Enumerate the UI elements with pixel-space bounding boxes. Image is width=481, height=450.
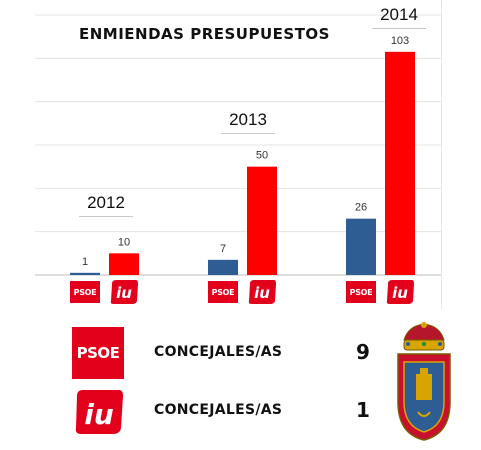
year-underline-2012 <box>79 216 133 217</box>
chart-title: ENMIENDAS PRESUPUESTOS <box>79 25 330 43</box>
iu-logo-text: iu <box>84 398 114 431</box>
iu-logo: iu <box>75 390 123 434</box>
bar-iu-2013 <box>247 166 277 275</box>
psoe-small-logo: PSOE <box>208 281 238 303</box>
psoe-logo: PSOE <box>72 327 124 379</box>
grid-layer <box>35 14 441 276</box>
iu-small-logo: iu <box>248 280 276 304</box>
data-label-iu-2013: 50 <box>256 150 268 162</box>
bar-iu-2014 <box>385 51 415 276</box>
year-label-2012: 2012 <box>87 193 125 212</box>
data-label-psoe-2013: 7 <box>220 243 226 255</box>
svg-text:iu: iu <box>254 284 270 302</box>
bar-layer <box>70 51 415 276</box>
svg-text:iu: iu <box>116 284 132 302</box>
year-label-2014: 2014 <box>380 5 418 24</box>
chart-svg: 1 10 7 50 26 103 <box>35 14 441 276</box>
year-underline-2013 <box>221 133 275 134</box>
bar-iu-2012 <box>109 253 139 275</box>
psoe-small-logo: PSOE <box>70 281 100 303</box>
bar-psoe-2012 <box>70 272 100 275</box>
councillors-label-iu: CONCEJALES/AS <box>154 402 283 418</box>
coat-of-arms-icon <box>397 322 451 441</box>
iu-small-logo: iu <box>110 280 138 304</box>
bar-psoe-2014 <box>346 218 376 275</box>
data-label-iu-2012: 10 <box>118 236 130 248</box>
svg-text:iu: iu <box>392 284 408 302</box>
data-label-psoe-2012: 1 <box>82 256 88 268</box>
psoe-small-logo: PSOE <box>346 281 376 303</box>
bar-psoe-2013 <box>208 259 238 275</box>
chart-panel: 1 10 7 50 26 103 ENMIENDAS PRESUPUESTOS <box>35 0 442 310</box>
value-layer: 1 10 7 50 26 103 <box>82 35 409 268</box>
year-label-2013: 2013 <box>229 110 267 129</box>
councillors-count-psoe: 9 <box>356 340 370 364</box>
data-label-iu-2014: 103 <box>391 35 409 47</box>
councillors-label-psoe: CONCEJALES/AS <box>154 344 283 360</box>
data-label-psoe-2014: 26 <box>355 202 367 214</box>
iu-small-logo: iu <box>386 280 414 304</box>
year-underline-2014 <box>372 28 426 29</box>
councillors-count-iu: 1 <box>356 398 370 422</box>
